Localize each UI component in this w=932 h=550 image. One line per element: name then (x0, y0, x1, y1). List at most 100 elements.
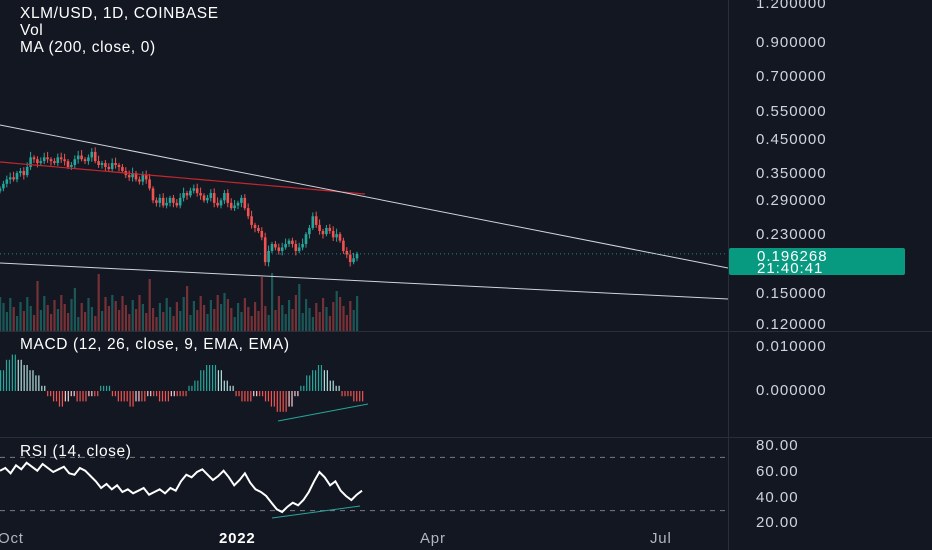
macd-histogram-bar (185, 391, 187, 397)
volume-bar (322, 298, 325, 331)
candle-body (335, 234, 338, 238)
volume-bar (182, 297, 185, 331)
volume-bar (60, 295, 63, 331)
macd-histogram-bar (29, 370, 31, 391)
volume-bar (284, 314, 287, 331)
volume-bar (77, 317, 80, 331)
volume-bar (152, 308, 155, 331)
candle-body (22, 170, 26, 176)
candle-body (2, 183, 5, 189)
price-tick: 0.450000 (756, 131, 827, 148)
candle-body (104, 163, 107, 167)
macd-histogram-bar (253, 391, 255, 397)
volume-bar (271, 273, 274, 331)
volume-bar (196, 310, 199, 331)
candle-body (114, 163, 117, 165)
candle-body (66, 161, 70, 167)
macd-histogram-bar (2, 370, 5, 391)
candle-body (131, 173, 134, 178)
candle-body (90, 151, 94, 158)
macd-histogram-bar (32, 370, 34, 391)
rsi-label[interactable]: RSI (14, close) (20, 443, 132, 460)
macd-histogram-bar (347, 391, 349, 397)
macd-histogram-bar (105, 385, 108, 391)
rsi-line (0, 461, 363, 514)
candle-body (138, 179, 141, 182)
macd-divergence-line (277, 403, 369, 422)
volume-bar (311, 317, 314, 331)
macd-histogram-bar (238, 391, 240, 397)
macd-histogram-bar (161, 391, 164, 402)
macd-histogram-bar (100, 385, 102, 391)
macd-histogram-bar (217, 370, 220, 391)
volume-bar (80, 303, 83, 331)
candle-body (348, 254, 352, 263)
volume-bar (199, 296, 202, 331)
candle-body (219, 200, 223, 206)
macd-histogram-bar (167, 391, 169, 402)
macd-histogram-bar (244, 391, 246, 402)
macd-histogram-bar (344, 391, 346, 397)
volume-bar (189, 315, 192, 331)
candle-body (117, 164, 121, 167)
candle-body (267, 250, 270, 263)
legend-ma[interactable]: MA (200, close, 0) (20, 39, 156, 56)
volume-bar (135, 309, 138, 331)
candle-body (32, 157, 36, 160)
volume-bar (216, 295, 219, 331)
macd-histogram-bar (335, 385, 337, 391)
macd-histogram-bar (341, 391, 343, 397)
rsi-divergence-line (271, 505, 361, 519)
macd-histogram-bar (76, 391, 78, 402)
macd-histogram-bar (235, 391, 237, 397)
macd-histogram-bar (135, 391, 137, 402)
macd-histogram-bar (52, 391, 55, 402)
macd-histogram-bar (250, 391, 252, 402)
time-tick: Jul (650, 530, 672, 547)
volume-bar (90, 307, 93, 331)
candle-body (182, 193, 185, 198)
volume-bar (2, 303, 5, 331)
candle-body (355, 253, 359, 259)
candle-body (263, 237, 267, 263)
candle-body (291, 240, 294, 245)
macd-histogram-bar (241, 391, 243, 402)
volume-bar (111, 295, 114, 331)
candle-body (297, 247, 301, 251)
volume-bar (339, 297, 342, 331)
macd-histogram-bar (164, 391, 167, 402)
macd-histogram-bar (58, 391, 61, 407)
volume-bar (33, 315, 36, 331)
candle-body (209, 193, 213, 198)
time-tick: Oct (0, 530, 24, 547)
macd-histogram-bar (17, 359, 19, 391)
macd-histogram-bar (103, 385, 105, 391)
macd-histogram-bar (170, 391, 172, 397)
candle-body (216, 202, 219, 206)
candle-body (127, 175, 131, 178)
macd-label[interactable]: MACD (12, 26, close, 9, EMA, EMA) (20, 336, 290, 353)
candle-body (49, 159, 53, 162)
legend-title[interactable]: XLM/USD, 1D, COINBASE (20, 5, 219, 22)
volume-bar (328, 316, 331, 331)
macd-histogram-bar (55, 391, 58, 402)
chart-legend: XLM/USD, 1D, COINBASE Vol MA (200, close… (20, 5, 219, 56)
macd-tick: 0.000000 (756, 382, 827, 399)
macd-histogram-bar (314, 370, 317, 391)
price-tick: 0.290000 (756, 192, 827, 209)
candle-body (107, 166, 111, 169)
legend-volume[interactable]: Vol (20, 22, 44, 39)
candle-body (178, 197, 182, 206)
volume-bar (67, 313, 70, 331)
volume-bar (29, 306, 32, 331)
price-tick: 0.150000 (756, 285, 827, 302)
volume-bar (237, 303, 240, 331)
macd-histogram-bar (173, 391, 175, 397)
macd-histogram-bar (300, 385, 302, 391)
candle-body (308, 227, 311, 235)
bar-countdown: 21:40:41 (757, 260, 824, 277)
candle-body (342, 240, 345, 251)
volume-bar (84, 312, 87, 331)
